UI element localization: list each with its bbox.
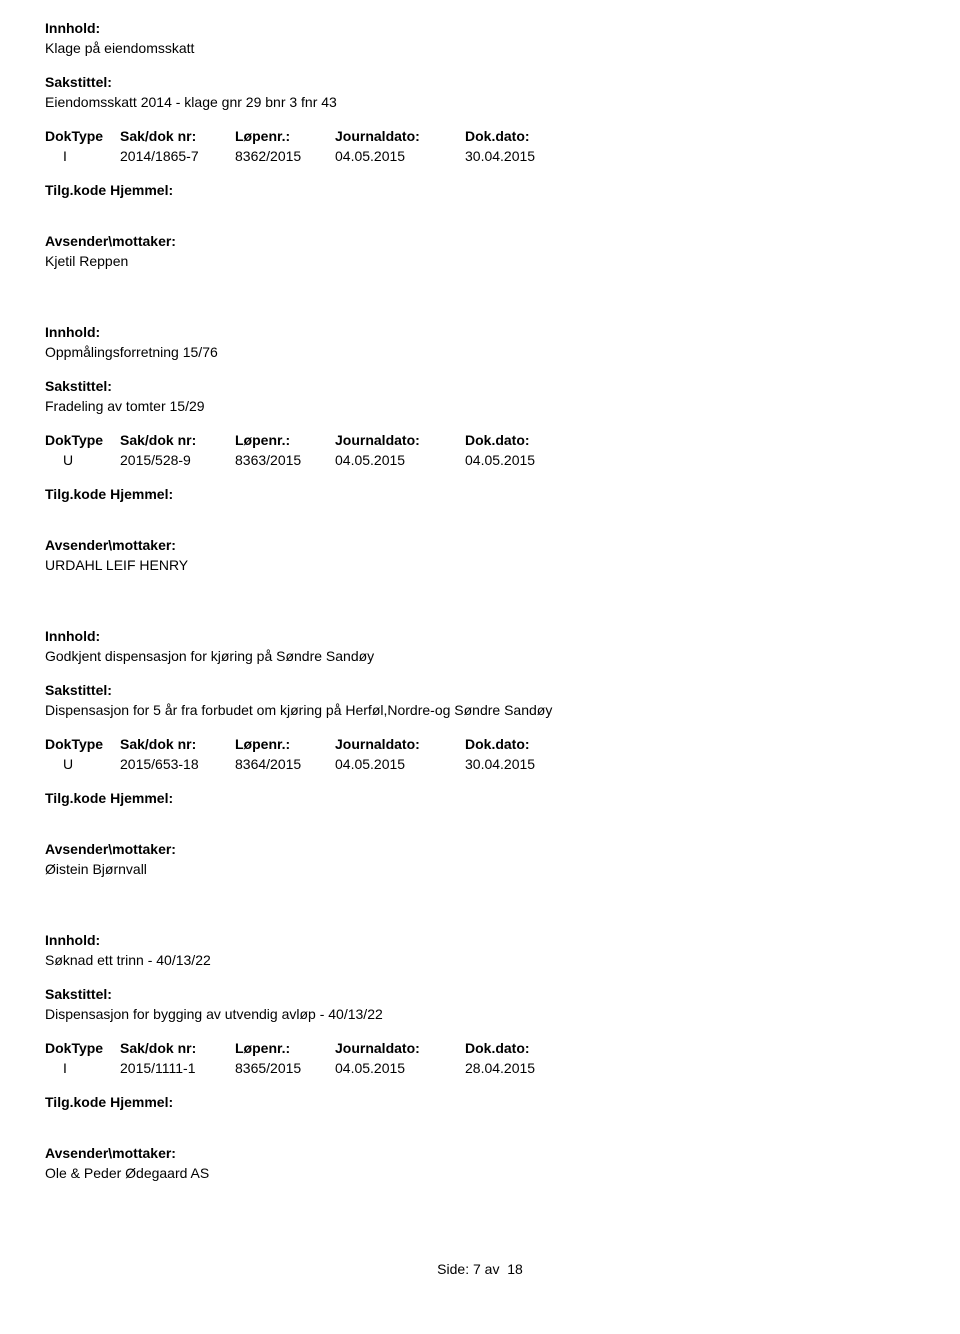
innhold-label: Innhold: (45, 324, 915, 340)
sakdoknr-header: Sak/dok nr: (120, 736, 235, 752)
hjemmel-label: Hjemmel: (110, 182, 173, 198)
table-header: DokType Sak/dok nr: Løpenr.: Journaldato… (45, 736, 915, 752)
table-header: DokType Sak/dok nr: Løpenr.: Journaldato… (45, 1040, 915, 1056)
sakstittel-label: Sakstittel: (45, 74, 915, 90)
lopenr-header: Løpenr.: (235, 128, 335, 144)
doktype-header: DokType (45, 736, 120, 752)
side-label: Side: (437, 1261, 469, 1277)
tilgkode-line: Tilg.kode Hjemmel: (45, 486, 915, 502)
sakstittel-value: Fradeling av tomter 15/29 (45, 398, 915, 414)
lopenr-header: Løpenr.: (235, 736, 335, 752)
sakdoknr-value: 2015/1111-1 (120, 1060, 235, 1076)
lopenr-value: 8365/2015 (235, 1060, 335, 1076)
doktype-value: U (45, 756, 120, 772)
innhold-value: Søknad ett trinn - 40/13/22 (45, 952, 915, 968)
lopenr-value: 8364/2015 (235, 756, 335, 772)
tilgkode-label: Tilg.kode (45, 486, 106, 502)
avsender-value: URDAHL LEIF HENRY (45, 557, 915, 573)
avsender-label: Avsender\mottaker: (45, 1145, 915, 1161)
journaldato-value: 04.05.2015 (335, 1060, 465, 1076)
table-row: U 2015/528-9 8363/2015 04.05.2015 04.05.… (45, 452, 915, 468)
sakdoknr-value: 2014/1865-7 (120, 148, 235, 164)
hjemmel-label: Hjemmel: (110, 790, 173, 806)
journaldato-value: 04.05.2015 (335, 452, 465, 468)
page-total: 18 (507, 1261, 523, 1277)
innhold-value: Klage på eiendomsskatt (45, 40, 915, 56)
innhold-label: Innhold: (45, 20, 915, 36)
dokdato-header: Dok.dato: (465, 432, 565, 448)
avsender-value: Ole & Peder Ødegaard AS (45, 1165, 915, 1181)
hjemmel-label: Hjemmel: (110, 486, 173, 502)
doktype-value: U (45, 452, 120, 468)
dokdato-header: Dok.dato: (465, 736, 565, 752)
sakstittel-value: Dispensasjon for 5 år fra forbudet om kj… (45, 702, 915, 718)
lopenr-header: Løpenr.: (235, 432, 335, 448)
innhold-value: Oppmålingsforretning 15/76 (45, 344, 915, 360)
dokdato-value: 28.04.2015 (465, 1060, 565, 1076)
innhold-label: Innhold: (45, 628, 915, 644)
dokdato-header: Dok.dato: (465, 128, 565, 144)
avsender-label: Avsender\mottaker: (45, 233, 915, 249)
tilgkode-label: Tilg.kode (45, 790, 106, 806)
tilgkode-line: Tilg.kode Hjemmel: (45, 182, 915, 198)
table-header: DokType Sak/dok nr: Løpenr.: Journaldato… (45, 128, 915, 144)
journaldato-value: 04.05.2015 (335, 148, 465, 164)
journaldato-header: Journaldato: (335, 432, 465, 448)
sakdoknr-header: Sak/dok nr: (120, 432, 235, 448)
sakdoknr-value: 2015/653-18 (120, 756, 235, 772)
tilgkode-label: Tilg.kode (45, 1094, 106, 1110)
dokdato-header: Dok.dato: (465, 1040, 565, 1056)
sakstittel-value: Eiendomsskatt 2014 - klage gnr 29 bnr 3 … (45, 94, 915, 110)
sakstittel-label: Sakstittel: (45, 378, 915, 394)
journal-entry: Innhold: Godkjent dispensasjon for kjøri… (45, 628, 915, 877)
sakstittel-label: Sakstittel: (45, 986, 915, 1002)
avsender-value: Øistein Bjørnvall (45, 861, 915, 877)
page-footer: Side: 7 av 18 (45, 1261, 915, 1277)
sakstittel-label: Sakstittel: (45, 682, 915, 698)
tilgkode-line: Tilg.kode Hjemmel: (45, 790, 915, 806)
sakdoknr-value: 2015/528-9 (120, 452, 235, 468)
tilgkode-label: Tilg.kode (45, 182, 106, 198)
journal-entry: Innhold: Oppmålingsforretning 15/76 Saks… (45, 324, 915, 573)
journal-entry: Innhold: Søknad ett trinn - 40/13/22 Sak… (45, 932, 915, 1181)
dokdato-value: 30.04.2015 (465, 148, 565, 164)
hjemmel-label: Hjemmel: (110, 1094, 173, 1110)
lopenr-value: 8362/2015 (235, 148, 335, 164)
journal-entry: Innhold: Klage på eiendomsskatt Sakstitt… (45, 20, 915, 269)
journaldato-value: 04.05.2015 (335, 756, 465, 772)
avsender-label: Avsender\mottaker: (45, 841, 915, 857)
lopenr-header: Løpenr.: (235, 1040, 335, 1056)
tilgkode-line: Tilg.kode Hjemmel: (45, 1094, 915, 1110)
table-row: I 2014/1865-7 8362/2015 04.05.2015 30.04… (45, 148, 915, 164)
lopenr-value: 8363/2015 (235, 452, 335, 468)
sakdoknr-header: Sak/dok nr: (120, 1040, 235, 1056)
doktype-value: I (45, 148, 120, 164)
doktype-header: DokType (45, 128, 120, 144)
avsender-label: Avsender\mottaker: (45, 537, 915, 553)
doktype-header: DokType (45, 432, 120, 448)
table-header: DokType Sak/dok nr: Løpenr.: Journaldato… (45, 432, 915, 448)
page-current: 7 (473, 1261, 481, 1277)
dokdato-value: 30.04.2015 (465, 756, 565, 772)
table-row: I 2015/1111-1 8365/2015 04.05.2015 28.04… (45, 1060, 915, 1076)
table-row: U 2015/653-18 8364/2015 04.05.2015 30.04… (45, 756, 915, 772)
sakdoknr-header: Sak/dok nr: (120, 128, 235, 144)
page-sep: av (485, 1261, 500, 1277)
sakstittel-value: Dispensasjon for bygging av utvendig avl… (45, 1006, 915, 1022)
journaldato-header: Journaldato: (335, 1040, 465, 1056)
innhold-value: Godkjent dispensasjon for kjøring på Søn… (45, 648, 915, 664)
journaldato-header: Journaldato: (335, 128, 465, 144)
journaldato-header: Journaldato: (335, 736, 465, 752)
doktype-value: I (45, 1060, 120, 1076)
doktype-header: DokType (45, 1040, 120, 1056)
innhold-label: Innhold: (45, 932, 915, 948)
dokdato-value: 04.05.2015 (465, 452, 565, 468)
avsender-value: Kjetil Reppen (45, 253, 915, 269)
